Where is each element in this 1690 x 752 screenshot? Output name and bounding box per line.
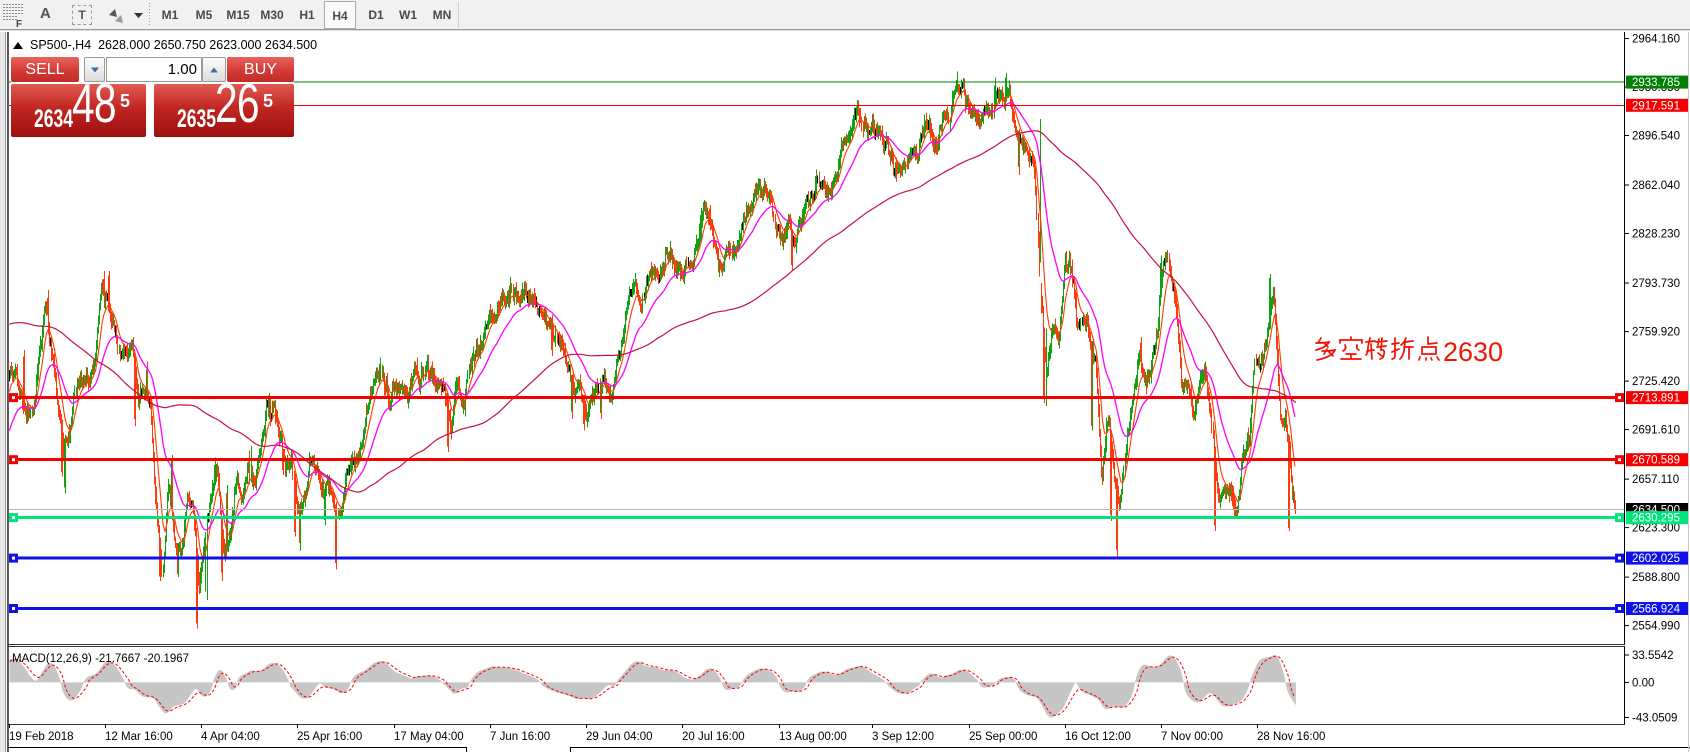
- svg-text:25 Sep 00:00: 25 Sep 00:00: [969, 731, 1037, 743]
- svg-text:2933.785: 2933.785: [1632, 77, 1680, 89]
- svg-text:33.5542: 33.5542: [1632, 650, 1674, 662]
- svg-text:MACD(12,26,9) -21.7667 -20.196: MACD(12,26,9) -21.7667 -20.1967: [12, 653, 189, 665]
- svg-text:2793.730: 2793.730: [1632, 278, 1680, 290]
- svg-text:2602.025: 2602.025: [1632, 553, 1680, 565]
- svg-text:2657.110: 2657.110: [1632, 474, 1679, 486]
- svg-text:17 May 04:00: 17 May 04:00: [394, 731, 464, 743]
- svg-text:2623.300: 2623.300: [1632, 523, 1680, 535]
- svg-text:2554.990: 2554.990: [1632, 621, 1680, 633]
- svg-text:2862.040: 2862.040: [1632, 180, 1680, 192]
- svg-text:2713.891: 2713.891: [1632, 393, 1680, 405]
- svg-text:2691.610: 2691.610: [1632, 425, 1680, 437]
- svg-text:2630.295: 2630.295: [1632, 513, 1680, 525]
- svg-text:2566.924: 2566.924: [1632, 604, 1681, 616]
- svg-text:0.00: 0.00: [1632, 677, 1654, 689]
- svg-text:28 Nov 16:00: 28 Nov 16:00: [1257, 731, 1325, 743]
- svg-text:2964.160: 2964.160: [1632, 34, 1680, 46]
- svg-text:3 Sep 12:00: 3 Sep 12:00: [872, 731, 934, 743]
- svg-text:25 Apr 16:00: 25 Apr 16:00: [297, 731, 362, 743]
- svg-text:13 Aug 00:00: 13 Aug 00:00: [779, 731, 847, 743]
- svg-text:2670.589: 2670.589: [1632, 455, 1680, 467]
- svg-text:7 Nov 00:00: 7 Nov 00:00: [1161, 731, 1223, 743]
- svg-text:2588.800: 2588.800: [1632, 572, 1680, 584]
- svg-text:12 Mar 16:00: 12 Mar 16:00: [105, 731, 173, 743]
- svg-text:19 Feb 2018: 19 Feb 2018: [9, 731, 74, 743]
- svg-text:2759.920: 2759.920: [1632, 327, 1680, 339]
- svg-text:2917.591: 2917.591: [1632, 100, 1680, 112]
- svg-text:F: F: [16, 19, 22, 28]
- svg-text:2630: 2630: [1443, 337, 1503, 367]
- svg-text:20 Jul 16:00: 20 Jul 16:00: [682, 731, 745, 743]
- svg-text:2828.230: 2828.230: [1632, 229, 1680, 241]
- svg-text:29 Jun 04:00: 29 Jun 04:00: [586, 731, 653, 743]
- svg-text:7 Jun 16:00: 7 Jun 16:00: [490, 731, 550, 743]
- svg-text:16 Oct 12:00: 16 Oct 12:00: [1065, 731, 1131, 743]
- svg-text:2725.420: 2725.420: [1632, 376, 1680, 388]
- svg-text:4 Apr 04:00: 4 Apr 04:00: [201, 731, 260, 743]
- svg-text:-43.0509: -43.0509: [1632, 713, 1677, 725]
- svg-text:2896.540: 2896.540: [1632, 131, 1680, 143]
